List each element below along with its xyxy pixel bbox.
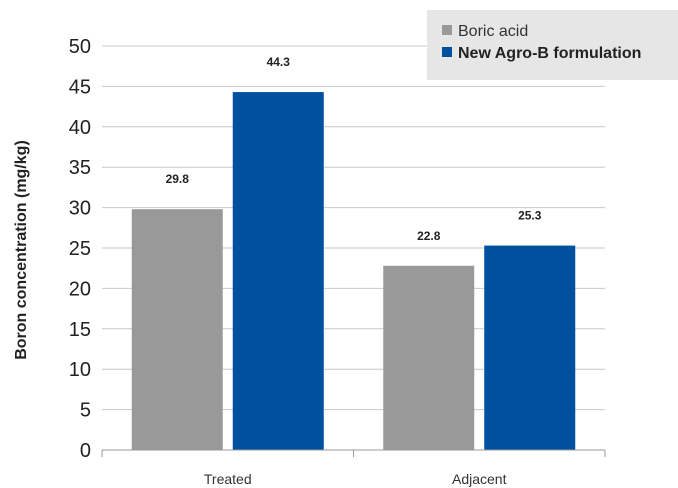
x-tick-label-adjacent: Adjacent bbox=[452, 471, 507, 487]
data-label-adjacent-series-1: 25.3 bbox=[518, 209, 542, 223]
legend-label-boric-acid: Boric acid bbox=[458, 23, 529, 40]
legend-swatch-boric-acid bbox=[442, 25, 452, 35]
y-tick-labels: 0 5 10 15 20 25 30 35 40 45 50 bbox=[69, 36, 91, 462]
legend: Boric acid New Agro-B formulation bbox=[427, 10, 678, 80]
y-tick-label-45: 45 bbox=[69, 76, 91, 98]
y-tick-label-15: 15 bbox=[69, 319, 91, 341]
y-tick-label-20: 20 bbox=[69, 278, 91, 300]
y-tick-label-0: 0 bbox=[80, 440, 91, 462]
legend-swatch-agro-b bbox=[442, 47, 452, 57]
y-tick-label-25: 25 bbox=[69, 238, 91, 260]
bar-adjacent-series-1 bbox=[484, 245, 576, 450]
y-tick-label-40: 40 bbox=[69, 117, 91, 139]
data-label-treated-series-0: 29.8 bbox=[166, 172, 190, 186]
y-tick-label-35: 35 bbox=[69, 157, 91, 179]
bar-adjacent-series-0 bbox=[383, 265, 475, 450]
data-labels: 29.8 44.3 22.8 25.3 bbox=[166, 55, 542, 243]
bar-treated-series-0 bbox=[131, 209, 223, 450]
y-tick-label-10: 10 bbox=[69, 359, 91, 381]
y-axis-label: Boron concentration (mg/kg) bbox=[13, 140, 30, 360]
x-tick-labels: Treated Adjacent bbox=[204, 471, 507, 487]
bars bbox=[131, 92, 576, 450]
legend-label-agro-b: New Agro-B formulation bbox=[458, 45, 642, 62]
legend-item-agro-b: New Agro-B formulation bbox=[442, 45, 641, 63]
axes bbox=[101, 449, 606, 457]
data-label-adjacent-series-0: 22.8 bbox=[417, 229, 441, 243]
y-tick-label-30: 30 bbox=[69, 198, 91, 220]
y-tick-label-5: 5 bbox=[80, 400, 91, 422]
x-tick-label-treated: Treated bbox=[204, 471, 252, 487]
bar-treated-series-1 bbox=[232, 92, 324, 450]
y-tick-label-50: 50 bbox=[69, 36, 91, 58]
legend-item-boric-acid: Boric acid bbox=[442, 23, 528, 41]
data-label-treated-series-1: 44.3 bbox=[267, 55, 291, 69]
